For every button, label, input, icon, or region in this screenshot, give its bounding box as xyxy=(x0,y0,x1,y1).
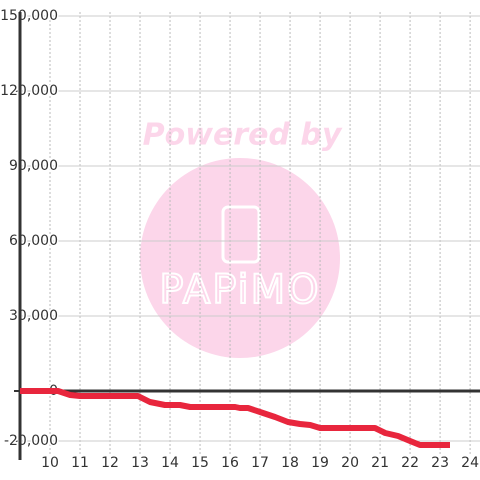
y-tick-label: 120,000 xyxy=(0,83,58,99)
y-tick-label: 150,000 xyxy=(0,8,58,24)
x-tick-label: 10 xyxy=(41,455,59,471)
x-tick-label: 20 xyxy=(341,455,359,471)
data-line xyxy=(20,388,450,448)
x-tick-label: 24 xyxy=(461,455,479,471)
x-tick-label: 12 xyxy=(101,455,119,471)
y-tick-label: 90,000 xyxy=(9,158,58,174)
x-tick-label: 11 xyxy=(71,455,89,471)
watermark-logo: PAPiMO xyxy=(159,267,320,313)
x-tick-label: 19 xyxy=(311,455,329,471)
x-tick-label: 23 xyxy=(431,455,449,471)
x-tick-label: 13 xyxy=(131,455,149,471)
y-tick-label: 30,000 xyxy=(9,308,58,324)
watermark-text: Powered by xyxy=(143,118,343,153)
x-tick-label: 22 xyxy=(401,455,419,471)
y-tick-label: 60,000 xyxy=(9,233,58,249)
x-tick-label: 14 xyxy=(161,455,179,471)
x-tick-label: 17 xyxy=(251,455,269,471)
x-tick-label: 16 xyxy=(221,455,239,471)
x-tick-label: 15 xyxy=(191,455,209,471)
y-tick-label: -20,000 xyxy=(4,433,58,449)
watermark-icon xyxy=(221,205,261,264)
x-tick-label: 21 xyxy=(371,455,389,471)
x-tick-label: 18 xyxy=(281,455,299,471)
